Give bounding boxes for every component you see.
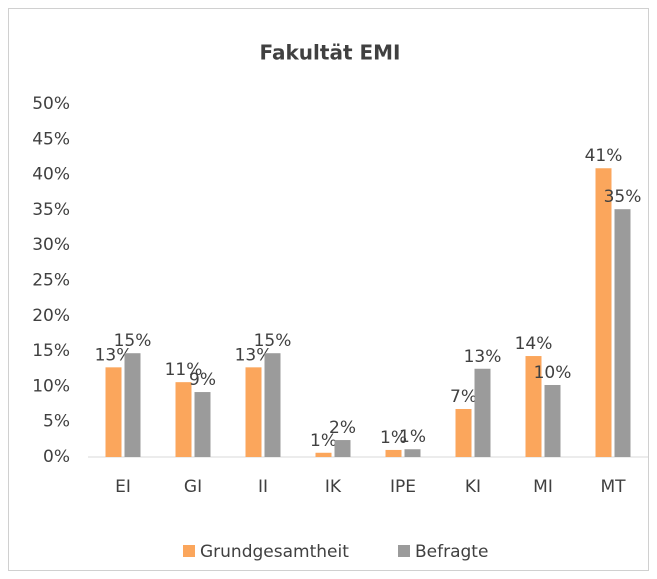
data-label: 14% <box>515 334 553 354</box>
data-label: 13% <box>235 345 273 365</box>
data-label: 15% <box>114 331 152 351</box>
data-label: 15% <box>254 331 292 351</box>
legend-swatch <box>398 545 410 557</box>
legend-label: Befragte <box>415 542 488 562</box>
chart-title: Fakultät EMI <box>260 41 401 65</box>
bar <box>525 356 542 457</box>
data-label: 1% <box>380 428 407 448</box>
y-tick-label: 30% <box>32 235 70 255</box>
legend-label: Grundgesamtheit <box>200 542 349 562</box>
data-label: 10% <box>534 363 572 383</box>
bar <box>455 408 472 457</box>
bar <box>614 209 631 457</box>
x-tick-label: IPE <box>390 477 416 497</box>
x-tick-label: GI <box>184 477 202 497</box>
bar <box>194 392 211 457</box>
data-label: 1% <box>310 431 337 451</box>
y-tick-label: 50% <box>32 94 70 114</box>
x-tick-label: II <box>258 477 268 497</box>
bar <box>595 168 612 457</box>
bar <box>105 367 122 457</box>
bar <box>544 384 561 457</box>
data-label: 9% <box>189 370 216 390</box>
bar <box>334 440 351 457</box>
y-tick-label: 0% <box>43 447 70 467</box>
bar <box>264 353 281 457</box>
data-label: 2% <box>329 418 356 438</box>
y-tick-label: 10% <box>32 376 70 396</box>
y-tick-label: 25% <box>32 271 70 291</box>
y-tick-label: 35% <box>32 200 70 220</box>
data-label: 11% <box>165 360 203 380</box>
y-tick-label: 20% <box>32 306 70 326</box>
y-tick-label: 40% <box>32 165 70 185</box>
data-label: 13% <box>464 347 502 367</box>
bar <box>175 382 192 457</box>
data-label: 35% <box>604 187 642 207</box>
chart-frame <box>8 8 649 571</box>
y-tick-label: 45% <box>32 129 70 149</box>
data-label: 7% <box>450 387 477 407</box>
data-label: 13% <box>95 345 133 365</box>
x-tick-label: IK <box>325 477 342 497</box>
data-label: 41% <box>585 146 623 166</box>
bar <box>315 452 332 457</box>
bar <box>474 368 491 457</box>
bar <box>245 367 262 457</box>
x-tick-label: EI <box>115 477 131 497</box>
legend-swatch <box>183 545 195 557</box>
x-tick-label: MT <box>600 477 626 497</box>
y-tick-label: 15% <box>32 341 70 361</box>
x-tick-label: KI <box>465 477 481 497</box>
bar <box>404 449 421 457</box>
bar <box>124 353 141 457</box>
bar <box>385 449 402 457</box>
x-tick-label: MI <box>533 477 553 497</box>
data-label: 1% <box>399 427 426 447</box>
y-tick-label: 5% <box>43 412 70 432</box>
